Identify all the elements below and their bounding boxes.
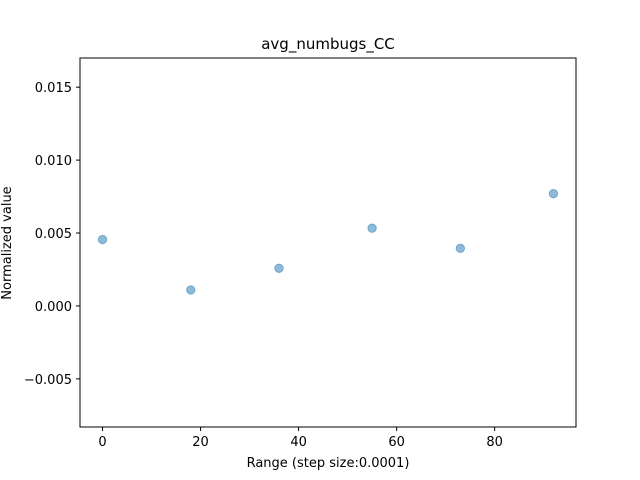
x-tick-label: 0 [98,435,106,450]
y-axis-label: Normalized value [0,186,15,299]
data-point [97,234,108,245]
y-tick-label: 0.005 [35,227,72,242]
x-tick-label: 40 [290,435,307,450]
x-tick-label: 80 [486,435,503,450]
x-axis-label: Range (step size:0.0001) [247,456,410,471]
plot-area: 0 20 40 60 80 −0.005 0.000 0.005 0.010 0.015 [24,57,577,450]
data-point [455,243,466,254]
y-tick-label: 0.015 [35,81,72,96]
y-tick-label: 0.010 [35,154,72,169]
x-tick-label: 20 [192,435,209,450]
data-point [186,285,196,295]
x-tick-label: 60 [388,435,405,450]
y-tick-label: −0.005 [24,373,72,388]
chart-title: avg_numbugs_CC [261,35,395,54]
data-point [274,263,284,274]
data-point [367,223,377,233]
axes-frame [79,57,577,428]
y-tick-label: 0.000 [35,300,72,315]
data-point [548,188,559,199]
